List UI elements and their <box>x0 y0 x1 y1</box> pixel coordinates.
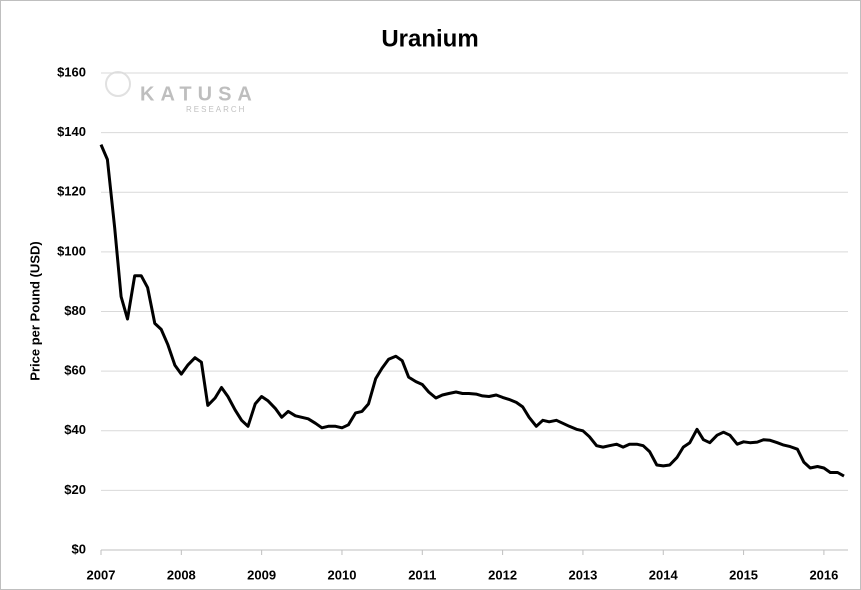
y-tick-label: $160 <box>57 64 86 79</box>
y-tick-label: $140 <box>57 124 86 139</box>
y-tick-label: $80 <box>64 303 86 318</box>
y-tick-label: $20 <box>64 482 86 497</box>
y-tick-label: $0 <box>72 541 86 556</box>
y-axis-label: Price per Pound (USD) <box>27 241 42 380</box>
x-tick-label: 2012 <box>488 567 517 582</box>
x-tick-label: 2013 <box>568 567 597 582</box>
x-tick-label: 2016 <box>809 567 838 582</box>
x-tick-label: 2010 <box>328 567 357 582</box>
watermark: KATUSA RESEARCH <box>105 71 258 114</box>
y-tick-label: $60 <box>64 363 86 378</box>
watermark-icon <box>105 71 131 97</box>
price-line <box>99 144 845 478</box>
y-tick-label: $120 <box>57 184 86 199</box>
chart-title: Uranium <box>381 25 478 52</box>
x-tick-label: 2015 <box>729 567 758 582</box>
x-tick-label: 2007 <box>87 567 116 582</box>
x-tick-label: 2008 <box>167 567 196 582</box>
y-tick-label: $100 <box>57 243 86 258</box>
y-tick-label: $40 <box>64 422 86 437</box>
watermark-brand: KATUSA <box>140 83 258 105</box>
x-tick-label: 2014 <box>649 567 679 582</box>
x-tick-label: 2011 <box>408 567 436 582</box>
x-tick-label: 2009 <box>247 567 276 582</box>
watermark-sub: RESEARCH <box>186 105 246 114</box>
